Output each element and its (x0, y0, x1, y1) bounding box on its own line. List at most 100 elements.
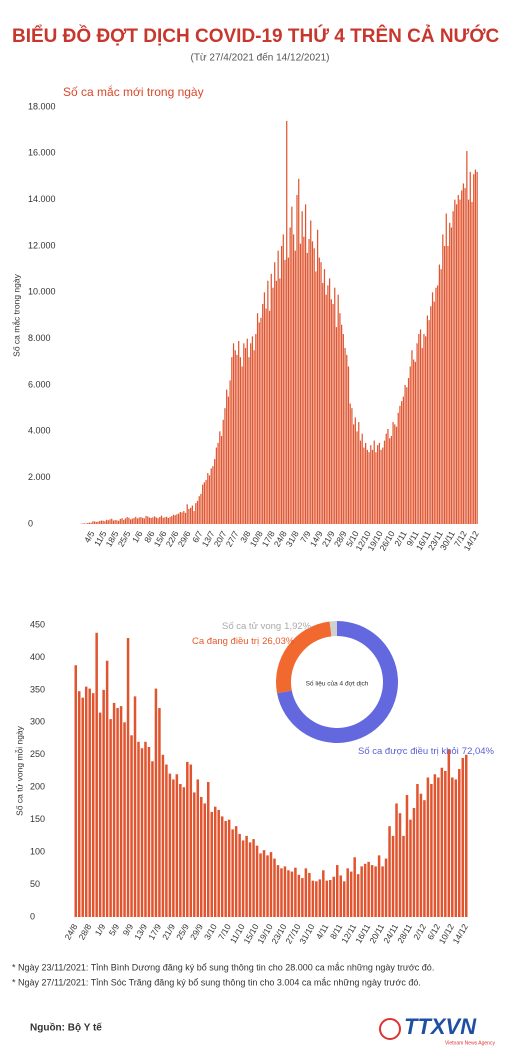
bar (231, 829, 234, 917)
bar (287, 870, 290, 917)
bar (290, 871, 294, 917)
bar (246, 338, 248, 524)
bar (395, 803, 398, 917)
bar (451, 777, 454, 917)
bar (224, 408, 226, 524)
bar (270, 273, 272, 524)
bar (325, 294, 327, 524)
bar (318, 257, 320, 524)
bar (150, 517, 152, 524)
bar (227, 396, 230, 524)
bar (430, 783, 433, 917)
bar (454, 779, 458, 917)
bar (452, 211, 454, 524)
bar (423, 800, 426, 917)
bar (299, 243, 302, 524)
slice-value: 26,03% (262, 636, 295, 647)
bar (92, 521, 94, 524)
page-title: BIỂU ĐỒ ĐỢT DỊCH COVID-19 THỨ 4 TRÊN CẢ … (12, 25, 500, 47)
bar (476, 171, 478, 524)
y-tick-label: 50 (30, 879, 40, 889)
bar (330, 299, 332, 524)
bar (380, 449, 382, 524)
bar (459, 199, 461, 524)
bar (425, 336, 427, 524)
bar (232, 343, 235, 524)
bar (238, 340, 240, 524)
note: * Ngày 23/11/2021: Tỉnh Bình Dương đăng … (12, 962, 434, 972)
bar (91, 693, 95, 917)
bar (262, 850, 266, 917)
bar (87, 523, 89, 524)
bar (413, 359, 415, 524)
bar (88, 688, 91, 917)
bar (444, 771, 447, 917)
bar (175, 774, 179, 917)
slice-name: Số ca tử vong (222, 621, 281, 632)
bar (282, 234, 284, 524)
bar (461, 758, 465, 917)
bar (77, 691, 81, 917)
bar (447, 749, 451, 917)
bar (195, 503, 197, 524)
bar (183, 511, 185, 524)
bar (365, 442, 367, 524)
bar (161, 754, 165, 917)
bar (346, 868, 349, 917)
bar (327, 285, 329, 524)
slice-name: Ca đang điều trị (192, 636, 259, 647)
bar (169, 517, 171, 524)
y-tick-label: 12.000 (28, 240, 56, 250)
y-tick-label: 350 (30, 684, 45, 694)
bar (469, 171, 471, 524)
bar (315, 881, 318, 917)
bar (144, 741, 147, 917)
bar (294, 250, 296, 524)
bar (123, 519, 125, 524)
bar (339, 313, 341, 524)
bar (172, 779, 175, 917)
bar (332, 876, 336, 917)
bar (462, 183, 465, 524)
bar (358, 422, 360, 524)
bar (347, 366, 350, 524)
bar (137, 741, 140, 917)
bar (154, 688, 158, 917)
bar (95, 632, 98, 917)
bar (114, 520, 116, 524)
bar (162, 517, 164, 524)
bar (193, 792, 196, 917)
bar (406, 387, 408, 524)
bar (210, 468, 212, 524)
bar (154, 516, 156, 524)
bar (243, 343, 245, 524)
bar (83, 523, 85, 524)
bar (428, 320, 430, 524)
bar (284, 259, 286, 524)
bar (381, 866, 384, 917)
bar (84, 686, 88, 917)
bar (301, 878, 304, 917)
bar (276, 865, 280, 917)
bar (335, 865, 339, 917)
bar (238, 833, 241, 917)
bar (208, 475, 211, 524)
y-tick-label: 0 (30, 911, 35, 921)
bar (447, 246, 449, 524)
bar (251, 336, 254, 524)
bar (385, 433, 387, 524)
bar (374, 866, 377, 917)
bar (411, 350, 413, 524)
bar (407, 378, 410, 524)
y-tick-label: 150 (30, 814, 45, 824)
bar (189, 764, 193, 917)
bar (437, 777, 440, 917)
bar (248, 357, 250, 524)
bar (471, 201, 473, 524)
bar (140, 517, 142, 524)
bar (409, 366, 411, 524)
bar (394, 424, 396, 524)
bar (450, 227, 453, 524)
y-tick-label: 100 (30, 846, 45, 856)
bar (377, 445, 379, 524)
